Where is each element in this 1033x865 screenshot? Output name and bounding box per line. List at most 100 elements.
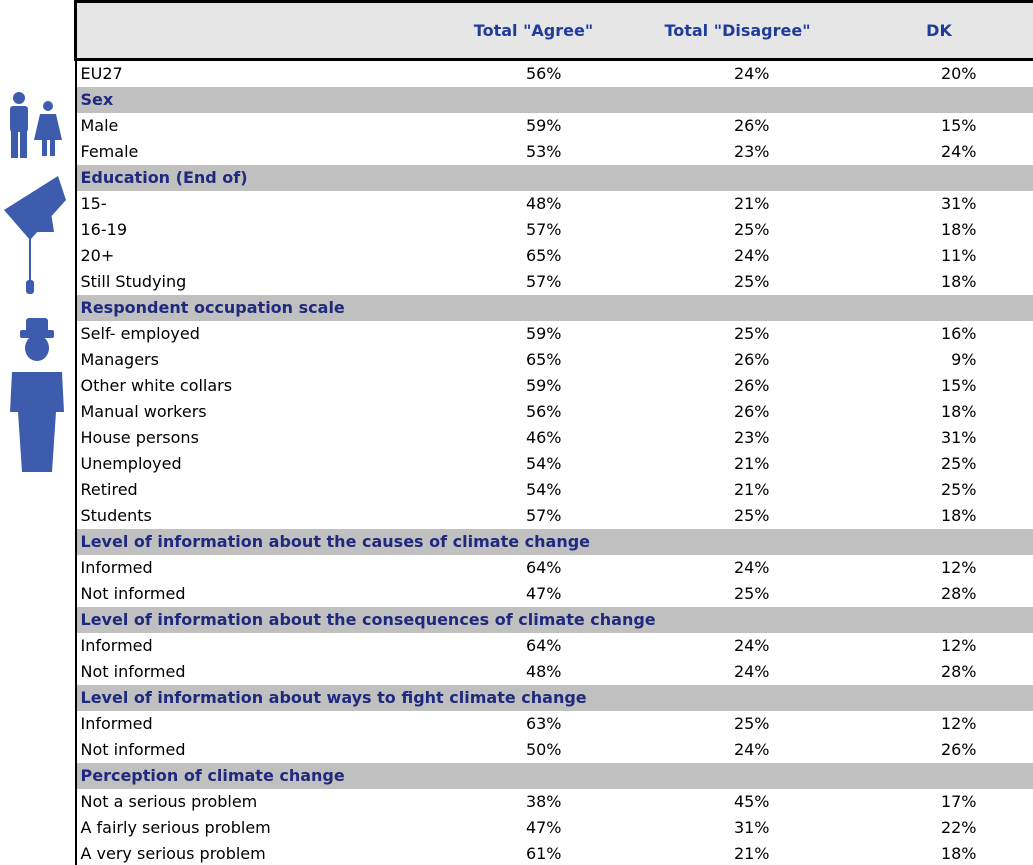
cell-value: 48% — [525, 194, 562, 213]
cell-value: 25% — [733, 714, 770, 733]
cell-value: 59% — [525, 116, 562, 135]
row-label: Female — [74, 139, 432, 165]
section-row: Education (End of) — [74, 165, 1033, 191]
cell-value: 64% — [525, 636, 562, 655]
row-label: Still Studying — [74, 269, 432, 295]
cell-value: 25% — [733, 324, 770, 343]
row-label: Informed — [74, 711, 432, 737]
cell-value: 17% — [940, 792, 977, 811]
cell-value: 28% — [940, 584, 977, 603]
cell-value: 50% — [525, 740, 562, 759]
cell-value: 56% — [525, 64, 562, 83]
data-row: 15- 48% 21% 31% — [74, 191, 1033, 217]
cell-value: 54% — [525, 454, 562, 473]
data-row: Self- employed 59% 25% 16% — [74, 321, 1033, 347]
section-label: Level of information about the consequen… — [74, 607, 1033, 633]
row-label: Male — [74, 113, 432, 139]
cell-value: 54% — [525, 480, 562, 499]
graduation-icon — [4, 176, 66, 294]
cell-value: 26% — [733, 376, 770, 395]
section-row: Level of information about the causes of… — [74, 529, 1033, 555]
section-row: Sex — [74, 87, 1033, 113]
section-label: Sex — [74, 87, 1033, 113]
section-label: Level of information about ways to fight… — [74, 685, 1033, 711]
cell-value: 25% — [733, 584, 770, 603]
cell-value: 26% — [733, 402, 770, 421]
row-label: Students — [74, 503, 432, 529]
data-row: EU27 56% 24% 20% — [74, 59, 1033, 87]
cell-value: 61% — [525, 844, 562, 863]
cell-value: 25% — [733, 220, 770, 239]
cell-value: 57% — [525, 220, 562, 239]
cell-value: 24% — [733, 740, 770, 759]
cell-value: 59% — [525, 376, 562, 395]
row-label: Managers — [74, 347, 432, 373]
row-label: House persons — [74, 425, 432, 451]
data-row: House persons 46% 23% 31% — [74, 425, 1033, 451]
cell-value: 18% — [940, 220, 977, 239]
cell-value: 31% — [940, 194, 977, 213]
cell-value: 47% — [525, 818, 562, 837]
cell-value: 25% — [940, 480, 977, 499]
cell-value: 21% — [733, 480, 770, 499]
cell-value: 18% — [940, 506, 977, 525]
data-row: Not informed 48% 24% 28% — [74, 659, 1033, 685]
cell-value: 12% — [940, 636, 977, 655]
row-label: 15- — [74, 191, 432, 217]
cell-value: 59% — [525, 324, 562, 343]
data-row: 20+ 65% 24% 11% — [74, 243, 1033, 269]
cell-value: 23% — [733, 428, 770, 447]
people-icon — [10, 92, 62, 158]
cell-value: 57% — [525, 506, 562, 525]
cell-value: 21% — [733, 454, 770, 473]
cell-value: 47% — [525, 584, 562, 603]
cell-value: 64% — [525, 558, 562, 577]
cell-value: 18% — [940, 402, 977, 421]
data-row: Students 57% 25% 18% — [74, 503, 1033, 529]
cell-value: 63% — [525, 714, 562, 733]
cell-value: 65% — [525, 246, 562, 265]
row-label: 16-19 — [74, 217, 432, 243]
cell-value: 57% — [525, 272, 562, 291]
row-label: Informed — [74, 555, 432, 581]
column-header: DK — [839, 0, 1033, 61]
data-row: Still Studying 57% 25% 18% — [74, 269, 1033, 295]
cell-value: 24% — [940, 142, 977, 161]
cell-value: 12% — [940, 558, 977, 577]
results-table: Total "Agree" Total "Disagree" DK EU27 56% 2… — [74, 0, 1033, 865]
cell-value: 65% — [525, 350, 562, 369]
corner — [74, 0, 432, 61]
cell-value: 23% — [733, 142, 770, 161]
data-row: Informed 63% 25% 12% — [74, 711, 1033, 737]
cell-value: 24% — [733, 636, 770, 655]
column-header: Total "Agree" — [431, 0, 632, 61]
cell-value: 38% — [525, 792, 562, 811]
data-row: Informed 64% 24% 12% — [74, 633, 1033, 659]
data-row: Female 53% 23% 24% — [74, 139, 1033, 165]
data-row: Informed 64% 24% 12% — [74, 555, 1033, 581]
cell-value: 28% — [940, 662, 977, 681]
cell-value: 24% — [733, 64, 770, 83]
cell-value: 56% — [525, 402, 562, 421]
row-label: Not informed — [74, 581, 432, 607]
cell-value: 24% — [733, 662, 770, 681]
section-row: Level of information about ways to fight… — [74, 685, 1033, 711]
cell-value: 24% — [733, 558, 770, 577]
section-row: Perception of climate change — [74, 763, 1033, 789]
row-label: 20+ — [74, 243, 432, 269]
row-label: A very serious problem — [74, 841, 432, 865]
cell-value: 45% — [733, 792, 770, 811]
row-label: Manual workers — [74, 399, 432, 425]
cell-value: 18% — [940, 272, 977, 291]
data-row: Manual workers 56% 26% 18% — [74, 399, 1033, 425]
section-label: Respondent occupation scale — [74, 295, 1033, 321]
data-row: A very serious problem 61% 21% 18% — [74, 841, 1033, 865]
row-label: Informed — [74, 633, 432, 659]
row-label: EU27 — [74, 59, 432, 87]
row-label: Not informed — [74, 659, 432, 685]
cell-value: 53% — [525, 142, 562, 161]
cell-value: 12% — [940, 714, 977, 733]
businessman-icon — [10, 318, 64, 472]
data-row: Retired 54% 21% 25% — [74, 477, 1033, 503]
row-label: Self- employed — [74, 321, 432, 347]
